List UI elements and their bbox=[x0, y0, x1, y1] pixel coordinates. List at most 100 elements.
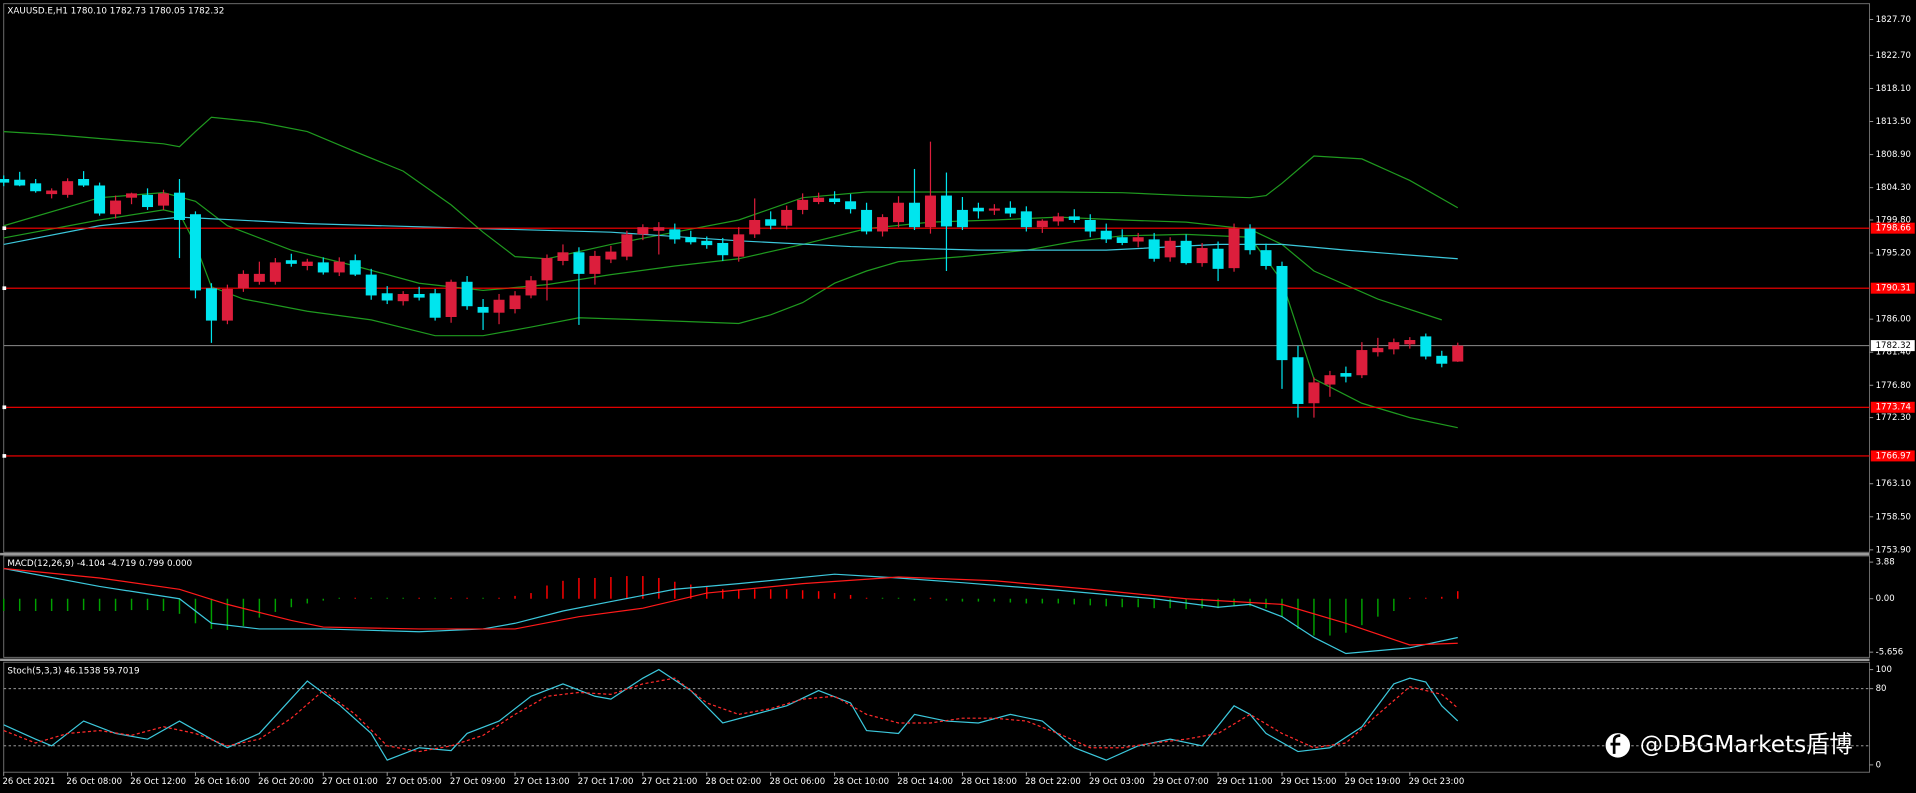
candle-body bbox=[1212, 248, 1224, 269]
main-title: XAUUSD.E,H1 1780.10 1782.73 1780.05 1782… bbox=[7, 6, 224, 16]
candle-body bbox=[253, 273, 265, 282]
candle-body bbox=[94, 185, 106, 214]
candle-body bbox=[461, 281, 473, 307]
x-tick-label: 29 Oct 15:00 bbox=[1281, 777, 1337, 787]
x-tick-label: 29 Oct 11:00 bbox=[1217, 777, 1273, 787]
x-tick-label: 28 Oct 06:00 bbox=[769, 777, 825, 787]
watermark-logo-glyph bbox=[1610, 734, 1621, 754]
x-tick-label: 26 Oct 2021 bbox=[2, 777, 55, 787]
candle-body bbox=[557, 252, 569, 261]
x-tick-label: 27 Oct 05:00 bbox=[386, 777, 442, 787]
candle-body bbox=[413, 294, 425, 298]
y-tick-label: 1827.70 bbox=[1876, 15, 1911, 25]
y-tick-label: 1818.10 bbox=[1876, 84, 1911, 94]
candle-body bbox=[1228, 228, 1240, 269]
x-tick-label: 27 Oct 17:00 bbox=[578, 777, 634, 787]
candle-body bbox=[1052, 216, 1064, 222]
price-level-label: 1798.66 bbox=[1876, 224, 1911, 234]
y-tick-label: 1813.50 bbox=[1876, 117, 1911, 127]
candle-body bbox=[829, 198, 841, 203]
candle-body bbox=[221, 288, 233, 321]
candle-body bbox=[541, 258, 553, 281]
y-tick-label: 1763.10 bbox=[1876, 479, 1911, 489]
candle-body bbox=[1196, 248, 1208, 264]
x-tick-label: 29 Oct 03:00 bbox=[1089, 777, 1145, 787]
watermark: @DBGMarkets盾博 bbox=[1605, 731, 1853, 758]
candle-body bbox=[317, 262, 329, 273]
candle-body bbox=[1164, 240, 1176, 258]
candle-body bbox=[988, 208, 1000, 211]
candle-body bbox=[525, 280, 537, 296]
macd-title: MACD(12,26,9) -4.104 -4.719 0.799 0.000 bbox=[7, 559, 192, 569]
main-panel-frame bbox=[3, 3, 1871, 553]
candle-body bbox=[797, 199, 809, 210]
candle-body bbox=[589, 255, 601, 274]
candle-body bbox=[237, 273, 249, 289]
price-level-label: 1790.31 bbox=[1876, 284, 1911, 294]
y-tick-label: 1772.30 bbox=[1876, 413, 1911, 423]
candle-body bbox=[445, 281, 457, 318]
candle-body bbox=[637, 227, 649, 235]
price-level-tag bbox=[1870, 282, 1915, 294]
y-tick-label: 1786.00 bbox=[1876, 315, 1911, 325]
stoch-panel-frame bbox=[3, 661, 1871, 773]
x-tick-label: 28 Oct 02:00 bbox=[706, 777, 762, 787]
candle-body bbox=[861, 209, 873, 232]
candle-body bbox=[1356, 350, 1368, 376]
x-tick-label: 27 Oct 09:00 bbox=[450, 777, 506, 787]
y-tick-label: 1758.50 bbox=[1876, 512, 1911, 522]
candle-body bbox=[365, 274, 377, 296]
x-tick-label: 29 Oct 19:00 bbox=[1345, 777, 1401, 787]
candle-body bbox=[1324, 375, 1336, 385]
candle-body bbox=[893, 202, 905, 223]
candle-body bbox=[1132, 237, 1144, 242]
price-level-tag bbox=[1870, 450, 1915, 462]
candle-body bbox=[749, 219, 761, 235]
price-level-tag bbox=[1870, 222, 1915, 234]
candle-body bbox=[813, 197, 825, 203]
candle-body bbox=[1388, 342, 1400, 350]
candle-body bbox=[1452, 345, 1464, 362]
candle-body bbox=[1036, 220, 1048, 228]
x-tick-label: 29 Oct 07:00 bbox=[1153, 777, 1209, 787]
x-tick-label: 28 Oct 18:00 bbox=[961, 777, 1017, 787]
indicator-line bbox=[3, 567, 1458, 655]
candle-body bbox=[189, 214, 201, 291]
candle-body bbox=[669, 229, 681, 240]
price-level-marker bbox=[2, 405, 7, 410]
price-level-marker bbox=[2, 226, 7, 231]
candle-body bbox=[1180, 240, 1192, 264]
candle-body bbox=[1004, 207, 1016, 214]
candle-body bbox=[157, 193, 169, 206]
candle-body bbox=[685, 237, 697, 243]
y-tick-label: 1808.90 bbox=[1876, 150, 1911, 160]
candle-body bbox=[30, 183, 42, 192]
stoch-title: Stoch(5,3,3) 46.1538 59.7019 bbox=[7, 666, 139, 676]
candle-body bbox=[269, 262, 281, 282]
candle-body bbox=[126, 193, 138, 198]
y-tick-label: 1781.40 bbox=[1876, 348, 1911, 358]
candle-body bbox=[429, 293, 441, 318]
indicator-line bbox=[3, 677, 1459, 753]
candle-body bbox=[908, 202, 920, 228]
candle-body bbox=[1020, 211, 1032, 228]
candle-body bbox=[1420, 336, 1432, 357]
candle-body bbox=[717, 242, 729, 256]
candle-body bbox=[205, 288, 217, 321]
x-tick-label: 28 Oct 14:00 bbox=[897, 777, 953, 787]
candle-body bbox=[1068, 216, 1080, 220]
candle-body bbox=[1308, 382, 1320, 404]
candle-body bbox=[1276, 265, 1288, 361]
x-tick-label: 26 Oct 12:00 bbox=[130, 777, 186, 787]
x-tick-label: 27 Oct 01:00 bbox=[322, 777, 378, 787]
price-level-label: 1766.97 bbox=[1876, 451, 1911, 461]
price-level-label: 1773.74 bbox=[1876, 403, 1911, 413]
candle-body bbox=[1260, 250, 1272, 266]
watermark-text: @DBGMarkets盾博 bbox=[1640, 731, 1853, 758]
candle-body bbox=[142, 194, 154, 208]
candle-body bbox=[477, 306, 489, 313]
y-tick-label: 3.88 bbox=[1876, 558, 1895, 568]
candle-body bbox=[1340, 373, 1352, 377]
